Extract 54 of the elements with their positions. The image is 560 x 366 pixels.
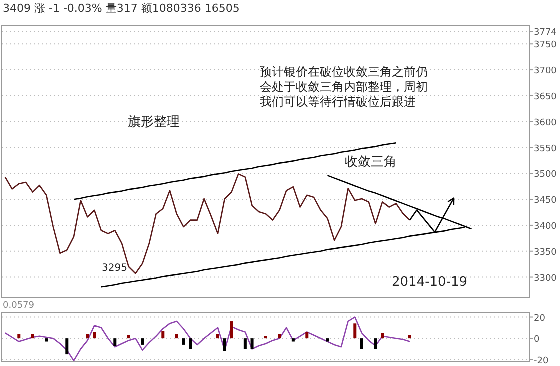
annotation: 2014-10-19	[392, 275, 468, 290]
annotation: 我们可以等待行情破位后跟进	[260, 95, 416, 109]
bar	[230, 322, 234, 339]
y-tick-label: 3650	[534, 92, 558, 102]
bar	[381, 333, 384, 339]
annotation: 收敛三角	[345, 155, 397, 170]
bar	[18, 334, 21, 339]
bar	[354, 324, 357, 339]
y-tick-label: 3700	[534, 66, 558, 77]
bar	[306, 332, 309, 339]
annotation: 会处于收敛三角内部整理，周初	[260, 80, 428, 94]
y-tick-label: 3450	[534, 196, 558, 206]
y-tick-label: 3600	[534, 118, 558, 128]
bar	[141, 338, 144, 345]
line-series	[4, 316, 411, 362]
bar	[216, 334, 220, 339]
bar	[244, 338, 247, 350]
annotation: 旗形整理	[128, 115, 180, 130]
bar	[66, 338, 69, 355]
line-series	[73, 142, 397, 200]
y-tick-label: 3500	[534, 170, 558, 180]
bar	[86, 334, 90, 339]
y-tick-label: 3350	[534, 248, 558, 258]
y-tick-label: 3300	[534, 274, 558, 284]
bar	[31, 334, 34, 339]
bar	[223, 338, 226, 352]
bar	[250, 338, 254, 350]
bar	[45, 338, 48, 342]
bar	[264, 336, 268, 339]
bar	[189, 338, 192, 350]
bar	[374, 338, 378, 350]
y-tick-label: -20	[534, 356, 549, 366]
y-tick-label: 3774	[534, 28, 558, 38]
bar	[162, 331, 165, 339]
bar	[292, 338, 295, 342]
bar	[326, 338, 330, 342]
bar	[360, 338, 364, 350]
bar	[182, 338, 186, 345]
y-tick-label: 0	[534, 335, 540, 346]
y-tick-label: 3550	[534, 144, 558, 154]
bar	[114, 338, 117, 346]
bar	[278, 334, 282, 339]
y-tick-label: 3400	[534, 222, 558, 232]
chart-title: 3409 涨 -1 -0.03% 量317 额1080336 16505	[3, 2, 240, 15]
chart-title: 0.0579	[3, 301, 35, 311]
annotation: 预计银价在破位收敛三角之前仍	[260, 65, 428, 79]
bar	[408, 335, 412, 339]
bar	[175, 334, 178, 339]
annotation: 3295	[102, 263, 128, 274]
y-tick-label: 3750	[534, 40, 558, 51]
bar	[93, 332, 96, 339]
y-tick-label: 20	[534, 314, 546, 324]
line-series	[4, 174, 411, 274]
bar	[127, 335, 130, 339]
